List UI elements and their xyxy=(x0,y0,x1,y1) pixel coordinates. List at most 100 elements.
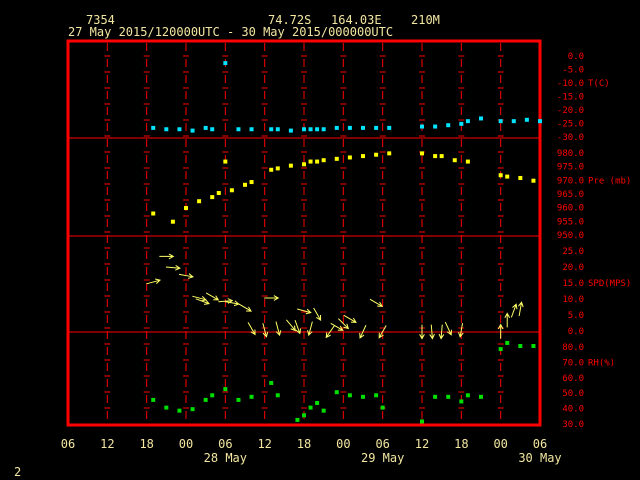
x-tick-label: 06 xyxy=(533,437,547,451)
wind-arrow xyxy=(297,308,312,315)
humidity-data-point xyxy=(190,407,195,412)
pressure-y-tick-label: 960.0 xyxy=(557,204,584,214)
temperature-data-point xyxy=(374,125,379,130)
temperature-data-point xyxy=(538,119,542,124)
temperature-data-point xyxy=(223,61,228,66)
wind-arrow xyxy=(262,323,269,338)
wind-y-tick-label: 10.0 xyxy=(562,295,584,305)
temperature-y-tick-label: -25.0 xyxy=(557,120,584,130)
pressure-data-point xyxy=(505,174,510,179)
x-date-label: 28 May xyxy=(204,451,247,465)
wind-arrow-shape xyxy=(369,298,384,307)
humidity-data-point xyxy=(249,394,254,399)
humidity-y-tick-label: 60.0 xyxy=(562,374,584,384)
wind-arrow-shape xyxy=(325,325,335,339)
x-tick-label: 18 xyxy=(139,437,153,451)
wind-arrow xyxy=(325,325,335,339)
humidity-data-point xyxy=(210,393,215,398)
humidity-y-tick-label: 30.0 xyxy=(562,420,584,430)
x-tick-label: 00 xyxy=(336,437,350,451)
pressure-data-point xyxy=(374,152,379,157)
temperature-axis-label: T(C) xyxy=(588,79,610,89)
wind-arrow xyxy=(330,322,344,331)
pressure-data-point xyxy=(498,173,503,178)
wind-arrow-shape xyxy=(247,322,256,336)
wind-arrow-shape xyxy=(297,308,312,315)
wind-arrow xyxy=(429,324,435,340)
wind-arrow-shape xyxy=(458,323,464,338)
humidity-data-point xyxy=(374,393,379,398)
humidity-data-point xyxy=(177,408,182,413)
plot-frame xyxy=(66,39,542,427)
wind-arrow-shape xyxy=(238,303,252,312)
wind-arrow xyxy=(369,298,384,307)
temperature-y-tick-label: -10.0 xyxy=(557,79,584,89)
x-tick-label: 00 xyxy=(493,437,507,451)
wind-arrow-shape xyxy=(195,298,210,305)
humidity-data-point xyxy=(236,397,241,402)
humidity-data-point xyxy=(308,405,313,410)
wind-arrow xyxy=(205,292,220,301)
temperature-data-point xyxy=(511,119,516,124)
wind-arrow-shape xyxy=(205,292,220,301)
longitude: 164.03E xyxy=(331,13,382,27)
humidity-data-point xyxy=(446,394,451,399)
wind-arrow-shape xyxy=(313,307,322,321)
temperature-data-point xyxy=(315,127,320,132)
temperature-y-tick-label: -20.0 xyxy=(557,106,584,116)
wind-arrow xyxy=(444,321,452,336)
pressure-data-point xyxy=(216,191,221,195)
temperature-data-point xyxy=(479,116,483,121)
wind-arrow xyxy=(419,324,425,340)
temperature-data-point xyxy=(302,127,306,132)
humidity-data-point xyxy=(223,387,228,392)
wind-y-tick-label: 25.0 xyxy=(562,247,584,257)
wind-arrow-shape xyxy=(497,323,504,339)
wind-arrow xyxy=(247,322,256,336)
x-tick-label: 18 xyxy=(454,437,468,451)
pressure-data-point xyxy=(302,162,306,167)
humidity-data-point xyxy=(420,419,424,424)
wind-arrow-shape xyxy=(294,320,302,335)
temperature-data-point xyxy=(275,127,280,132)
pressure-data-point xyxy=(229,188,234,193)
latitude: 74.72S xyxy=(268,13,312,27)
wind-arrow-shape xyxy=(378,325,387,339)
elevation: 210M xyxy=(411,13,440,27)
humidity-data-point xyxy=(302,413,306,418)
temperature-y-tick-label: 0.0 xyxy=(568,52,584,62)
wind-arrow xyxy=(159,253,175,260)
pressure-data-point xyxy=(452,158,457,163)
humidity-data-point xyxy=(203,397,208,402)
pressure-data-point xyxy=(387,151,392,156)
wind-arrow xyxy=(165,265,181,271)
x-tick-label: 06 xyxy=(218,437,232,451)
humidity-axis-label: RH(%) xyxy=(588,358,615,368)
temperature-data-point xyxy=(190,128,195,133)
wind-arrow-shape xyxy=(510,303,518,318)
x-tick-label: 06 xyxy=(375,437,389,451)
wind-arrow xyxy=(504,312,511,328)
wind-arrow-shape xyxy=(438,324,445,340)
humidity-data-point xyxy=(275,393,280,398)
humidity-y-tick-label: 40.0 xyxy=(562,405,584,415)
temperature-data-point xyxy=(308,127,313,132)
wind-arrow-shape xyxy=(179,273,194,279)
x-tick-label: 06 xyxy=(61,437,75,451)
temperature-y-tick-label: -5.0 xyxy=(562,66,584,76)
temperature-data-point xyxy=(164,127,169,132)
pressure-data-point xyxy=(334,156,339,161)
wind-arrow xyxy=(238,303,252,312)
wind-arrow-shape xyxy=(146,278,161,285)
temperature-data-point xyxy=(177,127,182,132)
pressure-data-point xyxy=(321,158,326,163)
pressure-data-point xyxy=(210,195,215,200)
wind-y-tick-label: 15.0 xyxy=(562,279,584,289)
temperature-data-point xyxy=(524,117,529,122)
wind-arrow xyxy=(146,278,161,285)
pressure-data-point xyxy=(269,167,274,172)
wind-arrow-shape xyxy=(419,324,425,340)
page-number: 2 xyxy=(14,465,22,479)
wind-arrow xyxy=(518,301,524,317)
pressure-y-tick-label: 965.0 xyxy=(557,190,584,200)
